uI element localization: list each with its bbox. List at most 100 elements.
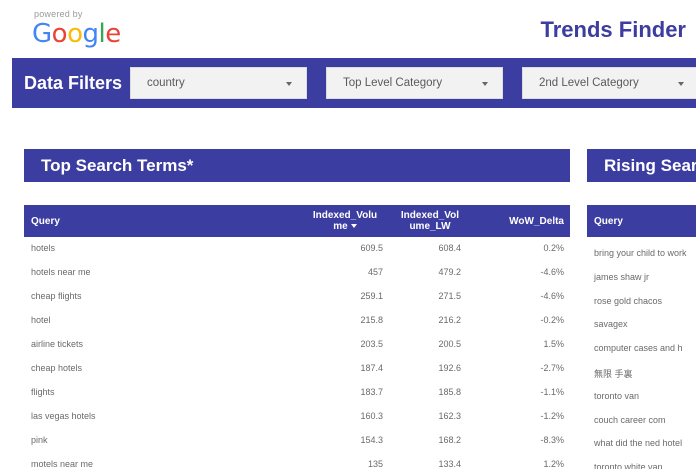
table-row[interactable]: hotels 609.5 608.4 0.2% (24, 237, 570, 261)
cell-volume: 160.3 (360, 411, 383, 421)
table-row[interactable]: computer cases and h (587, 337, 696, 361)
table-row[interactable]: 無限 手裏 (587, 361, 696, 385)
cell-query: cheap hotels (31, 363, 83, 373)
column-header-indexed-volume-line1: Indexed_Volu (312, 210, 378, 221)
column-header-query[interactable]: Query (31, 216, 60, 227)
cell-query: toronto van (594, 390, 640, 401)
table-row[interactable]: las vegas hotels 160.3 162.3 -1.2% (24, 405, 570, 429)
table-row[interactable]: cheap flights 259.1 271.5 -4.6% (24, 285, 570, 309)
second-level-category-dropdown-label: 2nd Level Category (539, 77, 639, 89)
cell-delta: -2.7% (540, 363, 564, 373)
cell-volume-lw: 162.3 (438, 411, 461, 421)
cell-query: hotel (31, 315, 51, 325)
top-search-terms-table: Query Indexed_Volu me Indexed_Vol ume_LW… (24, 205, 570, 469)
cell-volume: 187.4 (360, 363, 383, 373)
data-filters-bar: Data Filters country Top Level Category … (12, 58, 696, 108)
column-header-indexed-volume-line2: me (333, 221, 348, 232)
cell-volume-lw: 479.2 (438, 267, 461, 277)
cell-query: pink (31, 435, 48, 445)
cell-query: toronto white van (594, 462, 663, 469)
cell-volume: 135 (367, 459, 383, 469)
table-row[interactable]: toronto white van (587, 456, 696, 469)
table-row[interactable]: rose gold chacos (587, 290, 696, 314)
cell-volume-lw: 271.5 (438, 291, 461, 301)
cell-query: rose gold chacos (594, 295, 663, 306)
cell-delta: -4.6% (540, 291, 564, 301)
cell-volume: 609.5 (360, 243, 383, 253)
cell-delta: -1.1% (540, 387, 564, 397)
cell-query: couch career com (594, 414, 666, 425)
cell-volume: 259.1 (360, 291, 383, 301)
logo-letter: G (32, 19, 52, 49)
table-row[interactable]: james shaw jr (587, 266, 696, 290)
column-header-indexed-volume-lw[interactable]: Indexed_Vol ume_LW (392, 210, 468, 232)
column-header-query[interactable]: Query (594, 216, 623, 227)
cell-delta: -0.2% (540, 315, 564, 325)
cell-query: airline tickets (31, 339, 84, 349)
cell-query: motels near me (31, 459, 94, 469)
cell-delta: 1.2% (543, 459, 564, 469)
table-header: Query Indexed_Volu me Indexed_Vol ume_LW… (24, 205, 570, 237)
rising-search-title: Rising Sear (604, 156, 696, 175)
table-row[interactable]: savagex (587, 313, 696, 337)
page-title: Trends Finder (540, 17, 686, 42)
cell-query: what did the ned hotel (594, 438, 683, 449)
cell-delta: -8.3% (540, 435, 564, 445)
cell-volume: 457 (367, 267, 383, 277)
top-search-terms-title: Top Search Terms* (41, 156, 194, 175)
table-row[interactable]: what did the ned hotel (587, 432, 696, 456)
data-filters-title: Data Filters (24, 73, 123, 93)
cell-query: cheap flights (31, 291, 82, 301)
table-row[interactable]: cheap hotels 187.4 192.6 -2.7% (24, 357, 570, 381)
cell-volume-lw: 200.5 (438, 339, 461, 349)
column-header-wow-delta[interactable]: WoW_Delta (509, 216, 564, 227)
cell-query: savagex (594, 319, 628, 330)
table-row[interactable]: motels near me 135 133.4 1.2% (24, 453, 570, 469)
cell-query: flights (31, 387, 55, 397)
cell-query: james shaw jr (594, 271, 650, 282)
second-level-category-dropdown[interactable]: 2nd Level Category (522, 67, 696, 99)
powered-by-label: powered by (34, 9, 83, 19)
column-header-indexed-volume[interactable]: Indexed_Volu me (304, 210, 386, 232)
google-logo: Google (32, 19, 121, 49)
logo-letter: e (105, 19, 121, 49)
table-row[interactable]: airline tickets 203.5 200.5 1.5% (24, 333, 570, 357)
logo-letter: o (51, 19, 68, 49)
cell-delta: -1.2% (540, 411, 564, 421)
table-row[interactable]: hotel 215.8 216.2 -0.2% (24, 309, 570, 333)
top-search-terms-banner: Top Search Terms* (24, 149, 570, 182)
caret-down-icon (678, 82, 684, 86)
cell-query: computer cases and h (594, 343, 683, 354)
cell-delta: 1.5% (543, 339, 564, 349)
country-dropdown-label: country (147, 77, 185, 89)
caret-down-icon (286, 82, 292, 86)
table-row[interactable]: hotels near me 457 479.2 -4.6% (24, 261, 570, 285)
cell-volume-lw: 216.2 (438, 315, 461, 325)
cell-volume: 183.7 (360, 387, 383, 397)
table-row[interactable]: flights 183.7 185.8 -1.1% (24, 381, 570, 405)
cell-volume-lw: 168.2 (438, 435, 461, 445)
cell-volume-lw: 608.4 (438, 243, 461, 253)
cell-volume-lw: 185.8 (438, 387, 461, 397)
rising-search-banner: Rising Sear (587, 149, 696, 182)
cell-volume-lw: 192.6 (438, 363, 461, 373)
caret-down-icon (482, 82, 488, 86)
sort-descending-icon (350, 224, 357, 229)
top-level-category-dropdown[interactable]: Top Level Category (326, 67, 503, 99)
top-level-category-dropdown-label: Top Level Category (343, 77, 443, 89)
country-dropdown[interactable]: country (130, 67, 307, 99)
table-row[interactable]: pink 154.3 168.2 -8.3% (24, 429, 570, 453)
cell-query: bring your child to work (594, 248, 687, 258)
cell-volume: 154.3 (360, 435, 383, 445)
logo-letter: l (98, 19, 106, 49)
cell-volume-lw: 133.4 (438, 459, 461, 469)
table-row[interactable]: toronto van (587, 385, 696, 409)
cell-delta: 0.2% (543, 243, 564, 253)
cell-query: hotels (31, 243, 56, 253)
column-header-indexed-volume-lw-line2: ume_LW (409, 221, 451, 232)
table-row[interactable]: bring your child to work (587, 242, 696, 266)
table-row[interactable]: couch career com (587, 409, 696, 433)
cell-query: 無限 手裏 (594, 369, 633, 379)
table-header: Query (587, 205, 696, 237)
cell-query: las vegas hotels (31, 411, 96, 421)
